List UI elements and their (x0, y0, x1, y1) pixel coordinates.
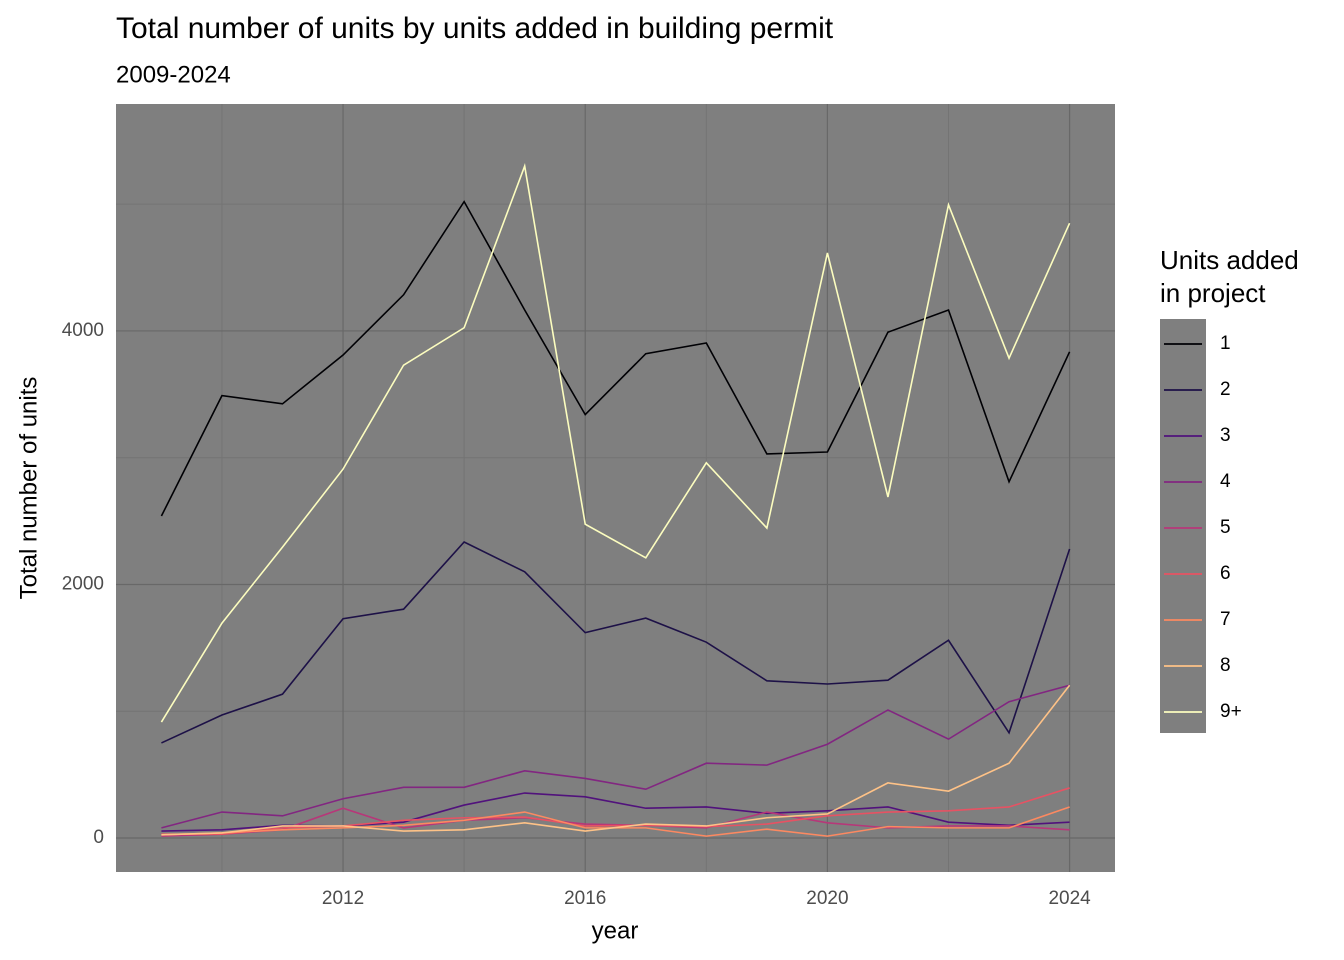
legend-label: 1 (1220, 333, 1231, 354)
y-axis-label: Total number of units (15, 377, 42, 600)
x-tick-label: 2012 (322, 888, 364, 909)
plot-background (116, 104, 1115, 872)
chart-subtitle: 2009-2024 (116, 61, 231, 88)
legend-key-background (1160, 319, 1206, 733)
legend-label: 2 (1220, 379, 1231, 400)
series-line (161, 787, 1070, 836)
legend-label: 6 (1220, 563, 1231, 584)
x-tick-label: 2024 (1048, 888, 1091, 909)
x-tick-label: 2016 (564, 888, 606, 909)
legend-label: 9+ (1220, 701, 1242, 722)
series-line (161, 684, 1071, 836)
x-axis-label: year (592, 917, 639, 944)
series-line (160, 200, 1071, 517)
y-tick-label: 2000 (62, 573, 104, 594)
y-tick-label: 0 (93, 827, 104, 848)
legend-label: 8 (1220, 655, 1231, 676)
chart-title: Total number of units by units added in … (116, 12, 834, 45)
legend-label: 7 (1220, 609, 1231, 630)
x-tick-label: 2020 (806, 888, 848, 909)
series-line (160, 163, 1071, 723)
series-line (161, 541, 1071, 744)
legend-label: 4 (1220, 471, 1231, 492)
series-line (161, 684, 1070, 829)
legend-title: Units added in project (1160, 245, 1299, 308)
y-tick-label: 4000 (62, 320, 104, 341)
legend-label: 5 (1220, 517, 1231, 538)
legend-label: 3 (1220, 425, 1231, 446)
